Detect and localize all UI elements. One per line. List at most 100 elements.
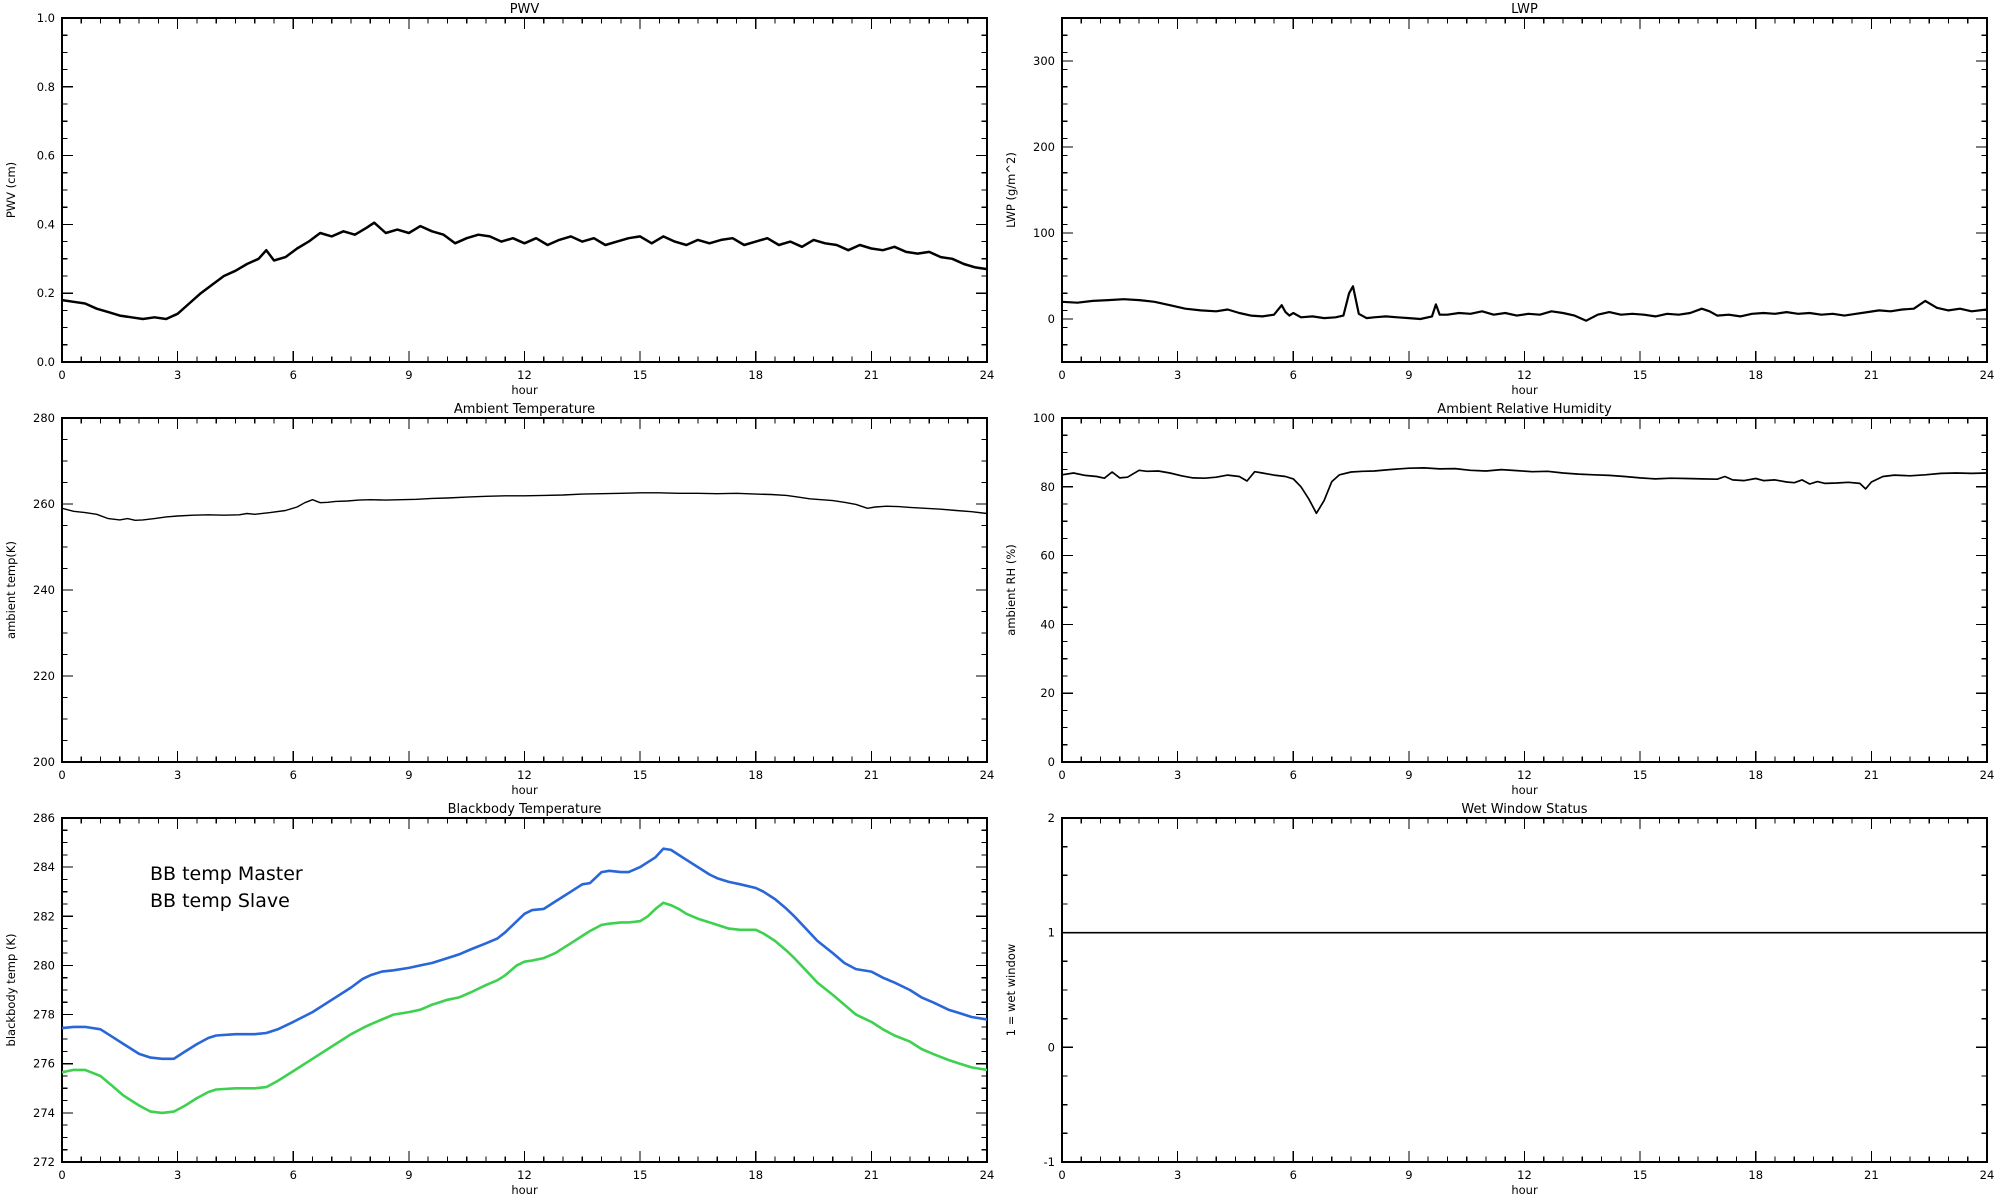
axis-box [1061, 417, 1988, 763]
x-tick-label: 3 [174, 1168, 181, 1182]
x-tick-label: 9 [1405, 1168, 1412, 1182]
y-tick-label: 278 [33, 1008, 55, 1022]
x-axis-label: hour [1511, 783, 1538, 797]
x-tick-label: 24 [980, 768, 995, 782]
x-tick-label: 18 [1748, 368, 1763, 382]
y-tick-label: 100 [1033, 411, 1055, 425]
chart-title: Ambient Relative Humidity [1437, 402, 1612, 417]
x-tick-label: 12 [1517, 368, 1532, 382]
series-line-ambient-temp [62, 492, 987, 522]
chart-title: PWV [510, 2, 540, 17]
x-tick-label: 0 [58, 1168, 65, 1182]
x-tick-label: 24 [1980, 768, 1995, 782]
x-tick-label: 15 [633, 368, 648, 382]
x-tick-label: 24 [980, 368, 995, 382]
y-axis-label: 1 = wet window [1004, 944, 1018, 1037]
x-tick-label: 21 [1864, 768, 1879, 782]
y-tick-label: 276 [33, 1057, 55, 1071]
y-tick-label: 1 [1048, 926, 1055, 940]
x-axis-label: hour [511, 1183, 538, 1197]
series-line-bb-temp-master [62, 847, 987, 1061]
x-tick-label: 9 [405, 1168, 412, 1182]
series-line-ambient-rh [1062, 467, 1987, 515]
x-tick-label: 3 [1174, 1168, 1181, 1182]
y-tick-label: 80 [1040, 480, 1055, 494]
x-tick-label: 9 [405, 368, 412, 382]
axis-box [1061, 817, 1988, 1163]
series-line-pwv [62, 221, 987, 321]
y-tick-label: 20 [1040, 686, 1055, 700]
chart-blackbody-temperature: 0 3 6 9 12 15 18 21 24 272 274 276 278 280 282 284 286 Bl… [4, 802, 995, 1197]
x-tick-label: 9 [405, 768, 412, 782]
x-tick-label: 21 [864, 768, 879, 782]
axis-box [61, 417, 988, 763]
x-tick-label: 6 [1290, 1168, 1297, 1182]
panel-blackbody-temperature: 0 3 6 9 12 15 18 21 24 272 274 276 278 280 282 284 286 Bl… [0, 800, 1000, 1200]
y-tick-label: 100 [1033, 226, 1055, 240]
x-tick-label: 15 [1633, 768, 1648, 782]
y-tick-label: 274 [33, 1106, 55, 1120]
x-tick-label: 12 [1517, 1168, 1532, 1182]
y-tick-label: 1.0 [37, 11, 55, 25]
x-tick-label: 0 [58, 368, 65, 382]
x-tick-label: 18 [748, 768, 763, 782]
y-axis-label: ambient RH (%) [1004, 544, 1018, 635]
y-tick-label: 0.0 [37, 355, 55, 369]
y-tick-label: 280 [33, 411, 55, 425]
y-tick-label: -1 [1044, 1155, 1055, 1169]
y-tick-label: 272 [33, 1155, 55, 1169]
x-axis-label: hour [511, 383, 538, 397]
x-tick-label: 21 [864, 1168, 879, 1182]
x-tick-label: 24 [1980, 368, 1995, 382]
x-tick-label: 6 [290, 768, 297, 782]
x-tick-label: 15 [1633, 1168, 1648, 1182]
x-tick-label: 24 [980, 1168, 995, 1182]
x-axis-label: hour [1511, 383, 1538, 397]
y-tick-label: 260 [33, 497, 55, 511]
y-axis-label: ambient temp(K) [4, 541, 18, 639]
y-tick-label: 282 [33, 909, 55, 923]
y-tick-label: 0.4 [37, 217, 55, 231]
chart-title: Blackbody Temperature [448, 802, 602, 817]
y-axis-label: blackbody temp (K) [4, 934, 18, 1047]
x-tick-label: 15 [633, 1168, 648, 1182]
legend-entry: BB temp Slave [150, 890, 290, 912]
chart-title: Wet Window Status [1461, 802, 1587, 817]
x-tick-label: 9 [1405, 768, 1412, 782]
y-tick-label: 284 [33, 860, 55, 874]
x-tick-label: 6 [290, 1168, 297, 1182]
chart-ambient-temperature: 0 3 6 9 12 15 18 21 24 200 220 240 260 280 Ambient Tem… [4, 402, 995, 797]
x-tick-label: 3 [1174, 768, 1181, 782]
chart-title: Ambient Temperature [454, 402, 595, 417]
panel-pwv: 0 3 6 9 12 15 18 21 24 0.0 0.2 0.4 0.6 0.8 1.0 PWV hour P… [0, 0, 1000, 400]
y-tick-label: 300 [1033, 54, 1055, 68]
x-tick-label: 18 [748, 1168, 763, 1182]
panel-wet-window-status: 0 3 6 9 12 15 18 21 24 -1 0 1 2 Wet Window Status hour… [1000, 800, 2000, 1200]
y-tick-label: 0.2 [37, 286, 55, 300]
series-line-lwp [1062, 285, 1987, 322]
y-tick-label: 0 [1048, 755, 1055, 769]
y-tick-label: 200 [33, 755, 55, 769]
x-tick-label: 6 [1290, 368, 1297, 382]
x-tick-label: 0 [1058, 368, 1065, 382]
panel-ambient-relative-humidity: 0 3 6 9 12 15 18 21 24 0 20 40 60 80 100 Ambient Relati… [1000, 400, 2000, 800]
x-tick-label: 3 [1174, 368, 1181, 382]
x-tick-label: 12 [517, 1168, 532, 1182]
y-tick-label: 0.8 [37, 80, 55, 94]
y-tick-label: 2 [1048, 811, 1055, 825]
x-tick-label: 0 [58, 768, 65, 782]
panel-lwp: 0 3 6 9 12 15 18 21 24 0 100 200 300 LWP hour LWP (g/m^… [1000, 0, 2000, 400]
chart-ambient-relative-humidity: 0 3 6 9 12 15 18 21 24 0 20 40 60 80 100 Ambient Relati… [1004, 402, 1995, 797]
x-tick-label: 3 [174, 368, 181, 382]
x-tick-label: 0 [1058, 1168, 1065, 1182]
y-tick-label: 0 [1048, 1040, 1055, 1054]
y-tick-label: 60 [1040, 549, 1055, 563]
x-tick-label: 12 [517, 368, 532, 382]
chart-lwp: 0 3 6 9 12 15 18 21 24 0 100 200 300 LWP hour LWP (g/m^… [1004, 2, 1995, 397]
y-tick-label: 40 [1040, 617, 1055, 631]
y-tick-label: 220 [33, 669, 55, 683]
x-tick-label: 12 [517, 768, 532, 782]
y-tick-label: 280 [33, 958, 55, 972]
